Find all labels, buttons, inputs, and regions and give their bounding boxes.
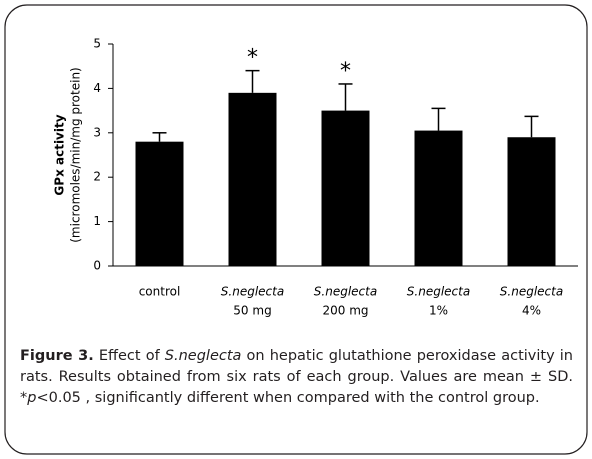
caption-text: Effect of (98, 348, 165, 364)
y-tick-label: 2 (93, 170, 101, 184)
bar (414, 130, 463, 266)
y-tick-label: 5 (93, 37, 101, 51)
y-axis-title: GPx activity (53, 114, 67, 195)
y-tick-label: 1 (93, 214, 101, 228)
x-tick-label: control (139, 285, 181, 299)
x-tick-label: 1% (429, 304, 448, 318)
x-tick-label: 200 mg (322, 304, 368, 318)
caption-italic: S.neglecta (164, 348, 242, 364)
caption-text: on hepatic glutathione peroxidase activi… (20, 348, 573, 406)
bar (507, 137, 556, 266)
bar (321, 110, 370, 266)
y-tick-label: 0 (93, 259, 101, 273)
caption: Figure 3. Effect of S.neglecta on hepati… (20, 346, 573, 409)
bar (228, 92, 277, 266)
annotation: * (340, 59, 351, 84)
y-tick-label: 3 (93, 125, 101, 139)
annotation: * (247, 46, 258, 71)
x-tick-label: S.neglecta (407, 285, 470, 299)
x-tick-label: 4% (522, 304, 541, 318)
caption-text: <0.05 , significantly different when com… (36, 390, 540, 406)
x-tick-label: S.neglecta (314, 285, 377, 299)
x-tick-label: S.neglecta (221, 285, 284, 299)
y-axis-subtitle: (micromoles/min/mg protein) (69, 67, 83, 243)
y-tick-label: 4 (93, 81, 101, 95)
x-tick-label: S.neglecta (500, 285, 563, 299)
x-tick-label: 50 mg (233, 304, 271, 318)
caption-italic: p (27, 390, 37, 406)
figure-border (4, 4, 588, 455)
bar (135, 141, 184, 266)
caption-label: Figure 3. (20, 348, 94, 364)
